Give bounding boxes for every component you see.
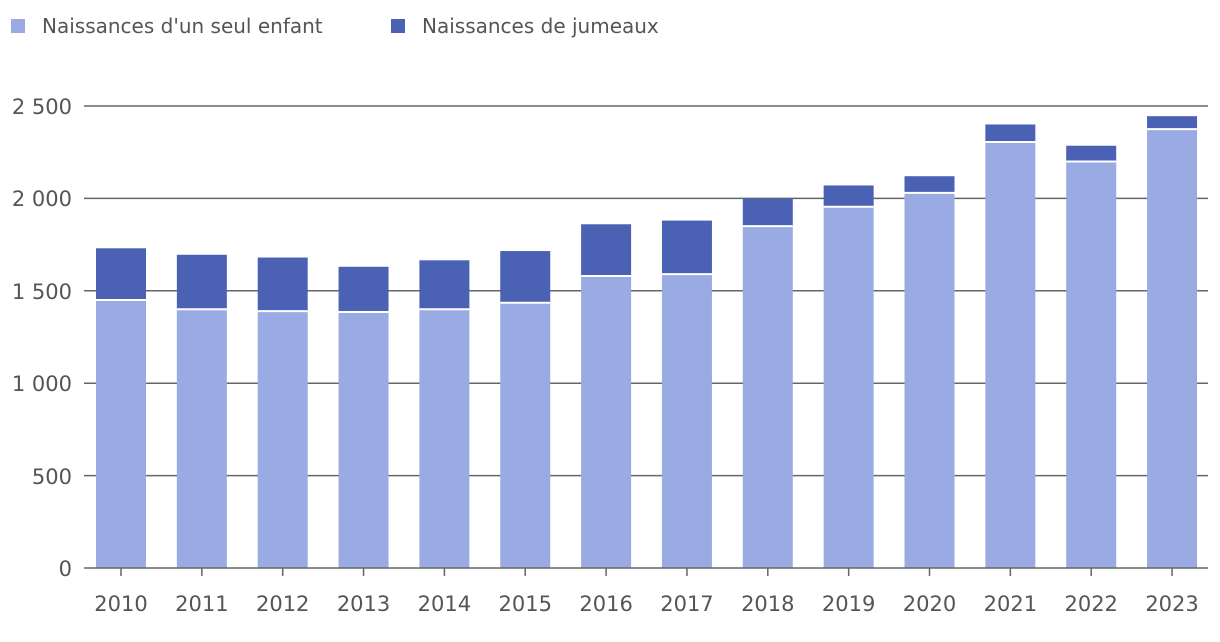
legend-swatch-single-births <box>11 19 25 33</box>
bar-twin-births[interactable] <box>581 224 632 277</box>
bar-single-births[interactable] <box>257 311 308 568</box>
x-tick-label: 2022 <box>1064 592 1117 616</box>
y-tick-label: 0 <box>59 557 72 581</box>
legend-item-twin-births[interactable]: Naissances de jumeaux <box>391 14 659 38</box>
legend-label-twin-births: Naissances de jumeaux <box>422 14 659 38</box>
bar-single-births[interactable] <box>176 309 227 568</box>
bar-single-births[interactable] <box>96 300 146 568</box>
bar-single-births[interactable] <box>823 206 874 568</box>
bar-single-births[interactable] <box>500 302 551 568</box>
y-tick-label: 2 000 <box>12 187 72 211</box>
bar-twin-births[interactable] <box>742 198 793 227</box>
bar-single-births[interactable] <box>742 226 793 568</box>
legend-label-single-births: Naissances d'un seul enfant <box>42 14 323 38</box>
bar-twin-births[interactable] <box>500 251 551 303</box>
bar-single-births[interactable] <box>581 276 632 568</box>
bar-twin-births[interactable] <box>661 220 712 275</box>
legend-item-single-births[interactable]: Naissances d'un seul enfant <box>11 14 323 38</box>
bar-twin-births[interactable] <box>96 248 146 301</box>
bar-twin-births[interactable] <box>419 260 470 310</box>
bar-single-births[interactable] <box>661 274 712 568</box>
bar-single-births[interactable] <box>1066 161 1117 568</box>
y-axis: 2 500 2 000 1 500 1 000 500 0 <box>12 95 72 581</box>
bar-single-births[interactable] <box>419 309 470 568</box>
x-tick-label: 2013 <box>337 592 390 616</box>
y-tick-label: 1 500 <box>12 280 72 304</box>
x-tick-label: 2023 <box>1145 592 1198 616</box>
x-tick-label: 2011 <box>175 592 228 616</box>
legend-swatch-twin-births <box>391 19 405 33</box>
x-tick-label: 2010 <box>94 592 147 616</box>
bar-twin-births[interactable] <box>338 266 389 313</box>
x-tick-label: 2016 <box>579 592 632 616</box>
x-tick-label: 2019 <box>822 592 875 616</box>
legend: Naissances d'un seul enfant Naissances d… <box>11 14 659 38</box>
x-tick-labels: 2010 2011 2012 2013 2014 2015 2016 2017 … <box>94 592 1199 616</box>
x-tick-label: 2012 <box>256 592 309 616</box>
bar-twin-births[interactable] <box>823 185 874 207</box>
x-tick-label: 2015 <box>499 592 552 616</box>
x-tick-label: 2017 <box>660 592 713 616</box>
bar-single-births[interactable] <box>1147 129 1198 568</box>
x-axis <box>84 567 1208 576</box>
bar-twin-births[interactable] <box>176 254 227 310</box>
bar-single-births[interactable] <box>985 142 1036 568</box>
x-tick-label: 2014 <box>418 592 471 616</box>
bar-single-births[interactable] <box>338 312 389 568</box>
bar-twin-births[interactable] <box>1147 116 1198 130</box>
bar-twin-births[interactable] <box>985 124 1036 143</box>
y-tick-label: 500 <box>32 465 72 489</box>
bars <box>96 116 1198 568</box>
bar-twin-births[interactable] <box>904 176 955 193</box>
gridlines <box>84 105 1208 477</box>
y-tick-label: 1 000 <box>12 372 72 396</box>
x-tick-label: 2020 <box>903 592 956 616</box>
bar-single-births[interactable] <box>904 192 955 568</box>
bar-twin-births[interactable] <box>1066 145 1117 162</box>
x-tick-label: 2018 <box>741 592 794 616</box>
x-tick-label: 2021 <box>984 592 1037 616</box>
bar-twin-births[interactable] <box>257 257 308 312</box>
y-tick-label: 2 500 <box>12 95 72 119</box>
